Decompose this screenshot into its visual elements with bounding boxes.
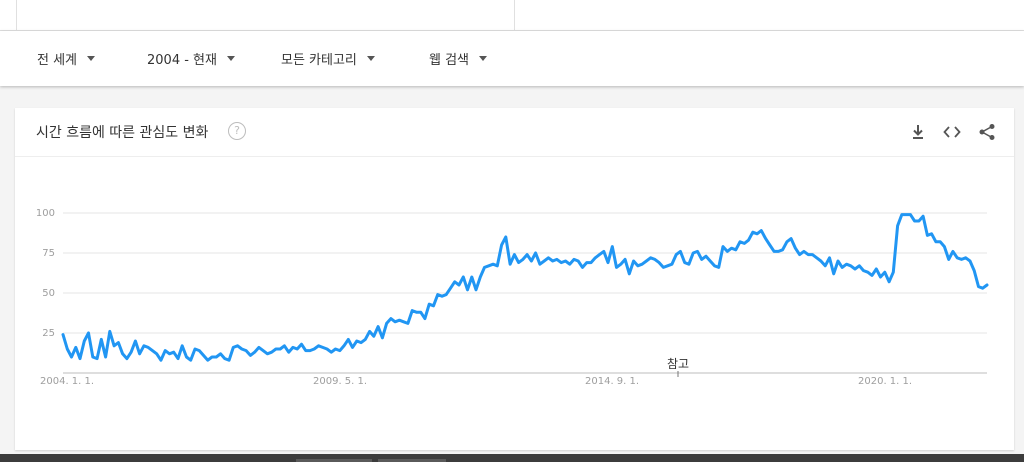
share-icon[interactable] [977, 122, 997, 142]
card-title: 시간 흐름에 따른 관심도 변화 [36, 125, 209, 141]
top-strip-cell [16, 0, 515, 30]
x-tick-label: 2020. 1. 1. [858, 376, 912, 387]
region-filter-label: 전 세계 [37, 53, 78, 68]
time-range-filter[interactable]: 2004 - 현재 [147, 31, 235, 86]
series-line [61, 213, 989, 362]
x-tick-label: 2014. 9. 1. [585, 376, 639, 387]
interest-line-chart: 25 50 75 100 2004. 1. 1. 2009. 5. 1. 2014. 9. … [36, 208, 989, 387]
interest-over-time-card: 시간 흐름에 따른 관심도 변화 ? 25 50 75 100 2004. 1. 1. 2… [15, 108, 1014, 450]
y-tick-label: 25 [42, 328, 55, 339]
filter-bar: 전 세계 2004 - 현재 모든 카테고리 웹 검색 [0, 31, 1024, 86]
taskbar [0, 454, 1024, 462]
taskbar-item[interactable] [296, 459, 372, 462]
x-tick-label: 2009. 5. 1. [313, 376, 367, 387]
taskbar-item[interactable] [378, 459, 446, 462]
chevron-down-icon [366, 56, 375, 61]
y-tick-label: 50 [42, 288, 55, 299]
x-tick-label: 2004. 1. 1. [40, 376, 94, 387]
time-range-filter-label: 2004 - 현재 [147, 53, 217, 68]
chevron-down-icon [479, 56, 488, 61]
top-strip [0, 0, 1024, 31]
download-icon[interactable] [908, 122, 928, 142]
search-type-filter-label: 웹 검색 [429, 53, 470, 68]
annotation-label: 참고 [667, 357, 689, 371]
help-icon[interactable]: ? [228, 122, 246, 140]
embed-icon[interactable] [942, 122, 962, 142]
category-filter[interactable]: 모든 카테고리 [281, 31, 375, 86]
y-tick-label: 75 [42, 248, 55, 259]
card-header: 시간 흐름에 따른 관심도 변화 ? [15, 108, 1014, 157]
chevron-down-icon [87, 56, 96, 61]
category-filter-label: 모든 카테고리 [281, 53, 357, 68]
region-filter[interactable]: 전 세계 [37, 31, 96, 86]
chevron-down-icon [226, 56, 235, 61]
y-tick-label: 100 [36, 208, 55, 219]
search-type-filter[interactable]: 웹 검색 [429, 31, 488, 86]
